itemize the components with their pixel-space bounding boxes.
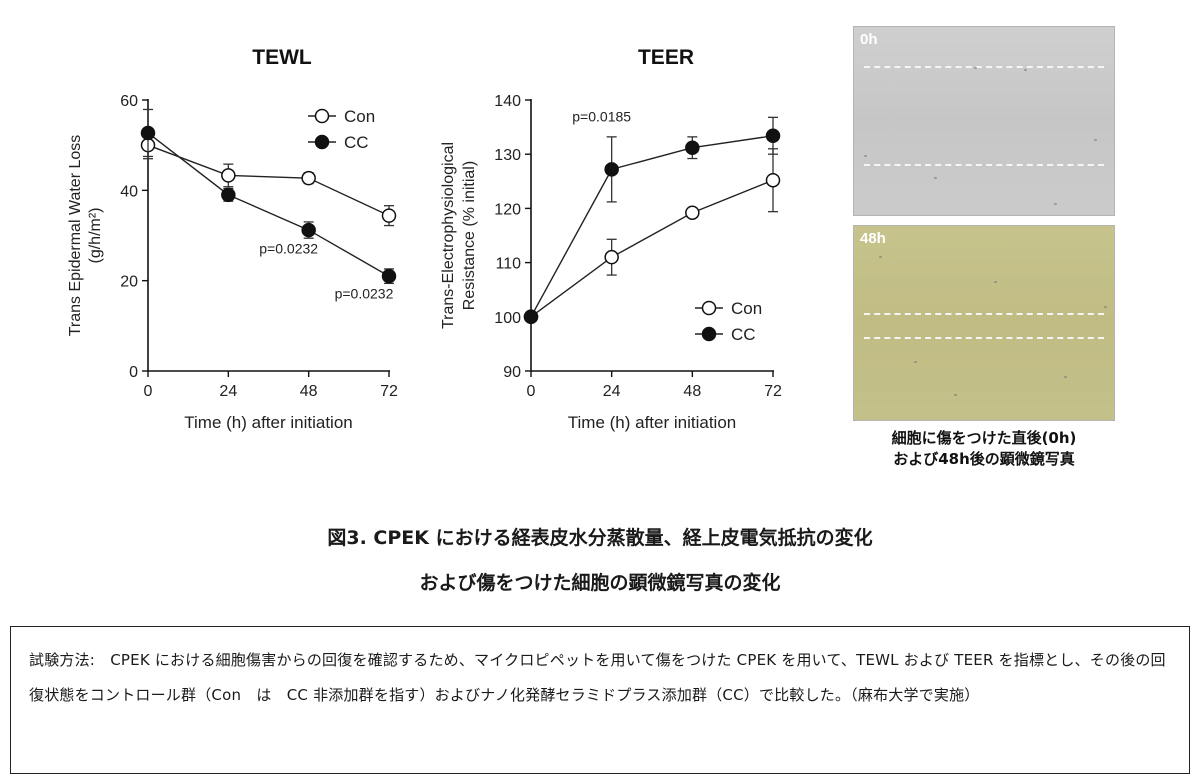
series-line-con [530, 179, 774, 318]
teer-chart-svg: TEER 90 100 110 120 130 140 0 24 48 72 Time (h) aft… [440, 46, 782, 432]
y-tick-label: 90 [503, 364, 521, 381]
figure-caption-line2: および傷をつけた細胞の顕微鏡写真の変化 [419, 572, 781, 594]
x-tick-label: 48 [683, 383, 701, 400]
x-axis-label: Time (h) after initiation [568, 413, 736, 432]
y-tick-label: 100 [494, 310, 521, 327]
tewl-chart: TEWL 0 20 40 60 0 24 48 72 Time (h) after initiat… [0, 0, 400, 450]
data-point-cc [523, 309, 539, 325]
data-point-cc [381, 268, 397, 284]
method-text: 試験方法: CPEK における細胞傷害からの回復を確認するため、マイクロピペット… [29, 651, 1166, 704]
legend-label-cc: CC [344, 133, 369, 152]
legend-marker-con [701, 300, 717, 316]
x-tick-label: 72 [764, 383, 782, 400]
wound-edge-line [864, 66, 1104, 68]
y-tick-label: 110 [495, 256, 521, 273]
data-point-con [604, 249, 619, 265]
y-tick-label: 0 [129, 364, 138, 381]
x-tick-label: 48 [300, 383, 318, 400]
p-value-annotation: p=0.0232 [335, 286, 394, 302]
data-point-cc [685, 140, 700, 155]
wound-edge-line [864, 313, 1104, 315]
y-axis-label: Resistance (% initial) [461, 161, 478, 310]
y-tick-label: 120 [494, 201, 521, 218]
micrograph-0h: 0h [853, 26, 1115, 216]
micrograph-caption: 細胞に傷をつけた直後(0h) および48h後の顕微鏡写真 [853, 428, 1115, 470]
y-tick-label: 60 [120, 93, 138, 110]
series-line-con [147, 144, 390, 217]
tewl-chart-svg: TEWL 0 20 40 60 0 24 48 72 Time (h) after initiat… [67, 46, 398, 432]
teer-chart: TEER 90 100 110 120 130 140 0 24 48 72 Time (h) aft… [400, 0, 820, 450]
data-point-con [685, 205, 700, 220]
y-axis-label: (g/h/m²) [87, 208, 104, 264]
y-tick-label: 140 [494, 93, 521, 110]
method-box: 試験方法: CPEK における細胞傷害からの回復を確認するため、マイクロピペット… [10, 626, 1190, 774]
y-tick-label: 130 [494, 147, 521, 164]
x-tick-label: 24 [219, 383, 237, 400]
data-point-con [301, 170, 316, 186]
legend-label-con: Con [731, 299, 762, 318]
legend-label-con: Con [344, 107, 375, 126]
data-point-cc [301, 222, 316, 238]
data-point-con [381, 208, 397, 223]
micrograph-48h: 48h [853, 225, 1115, 421]
data-point-cc [604, 162, 619, 177]
micrograph-caption-line2: および48h後の顕微鏡写真 [893, 450, 1075, 468]
data-point-con [765, 172, 781, 188]
figure-caption-line1: 図3. CPEK における経表皮水分蒸散量、経上皮電気抵抗の変化 [327, 527, 873, 549]
legend-marker-con [314, 108, 330, 124]
micrograph-caption-line1: 細胞に傷をつけた直後(0h) [891, 429, 1077, 447]
y-tick-label: 20 [120, 274, 138, 291]
legend-marker-cc [314, 134, 330, 150]
micrograph-0h-label: 0h [860, 31, 878, 48]
series-line-cc [530, 135, 774, 318]
p-value-annotation: p=0.0185 [572, 109, 631, 125]
y-axis-label: Trans-Electrophysiological [440, 142, 457, 329]
x-tick-label: 0 [144, 383, 153, 400]
x-tick-label: 0 [527, 383, 536, 400]
data-point-cc [765, 128, 781, 144]
x-tick-label: 24 [603, 383, 621, 400]
y-axis-label: Trans Epidermal Water Loss [67, 135, 84, 337]
legend-label-cc: CC [731, 325, 756, 344]
chart-title: TEWL [252, 46, 312, 69]
data-point-cc [140, 125, 156, 141]
wound-edge-line [864, 164, 1104, 166]
x-axis-label: Time (h) after initiation [184, 413, 352, 432]
y-tick-label: 40 [120, 183, 138, 200]
p-value-annotation: p=0.0232 [259, 241, 318, 257]
x-tick-label: 72 [380, 383, 398, 400]
series-line-cc [147, 132, 390, 277]
legend-marker-cc [701, 326, 717, 342]
wound-edge-line [864, 337, 1104, 339]
data-point-con [221, 168, 236, 183]
data-point-cc [221, 187, 236, 203]
chart-title: TEER [638, 46, 694, 69]
micrograph-48h-label: 48h [860, 230, 886, 247]
